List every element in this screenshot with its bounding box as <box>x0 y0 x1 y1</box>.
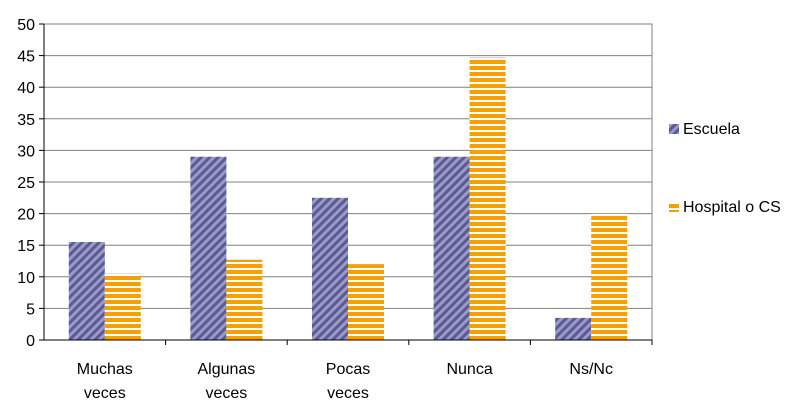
x-axis-labels: Muchas veces Algunas veces Pocas veces Nunca Ns… <box>77 340 653 402</box>
gridlines <box>44 55 652 309</box>
bar-hospital-o-cs-2 <box>348 264 384 340</box>
y-tick-label: 50 <box>17 17 35 34</box>
x-category-label: Muchas <box>77 361 133 378</box>
bars <box>68 57 628 340</box>
y-tick-label: 25 <box>17 175 35 192</box>
x-category-label: veces <box>206 385 248 402</box>
x-category-label: Algunas <box>197 361 255 378</box>
bar-escuela-1 <box>190 156 227 340</box>
y-tick-label: 45 <box>17 49 35 66</box>
x-category-label: veces <box>84 385 126 402</box>
y-tick-label: 10 <box>17 270 35 287</box>
y-tick-label: 30 <box>17 143 35 160</box>
x-category-label: Ns/Nc <box>569 361 613 378</box>
bar-escuela-3 <box>433 156 470 340</box>
bar-hospital-o-cs-0 <box>104 273 141 340</box>
y-tick-label: 15 <box>17 238 35 255</box>
y-tick-label: 5 <box>26 301 35 318</box>
legend-label-1: Hospital o CS <box>683 199 781 216</box>
y-tick-label: 20 <box>17 207 35 224</box>
bar-escuela-4 <box>555 317 592 340</box>
legend-label-0: Escuela <box>683 121 740 138</box>
legend: Escuela Hospital o CS <box>669 121 781 216</box>
legend-swatch-1 <box>669 202 679 212</box>
legend-swatch-0 <box>669 124 679 134</box>
y-tick-label: 0 <box>26 333 35 350</box>
y-tick-label: 40 <box>17 80 35 97</box>
x-category-label: Pocas <box>326 361 370 378</box>
bar-escuela-2 <box>312 197 348 340</box>
y-axis-ticks: 0 5 10 15 20 25 30 35 40 45 50 <box>17 17 44 350</box>
x-category-label: Nunca <box>446 361 492 378</box>
x-category-label: veces <box>327 385 369 402</box>
bar-escuela-0 <box>68 242 105 340</box>
bar-hospital-o-cs-4 <box>591 213 628 340</box>
bar-hospital-o-cs-3 <box>469 57 506 340</box>
y-tick-label: 35 <box>17 112 35 129</box>
bar-hospital-o-cs-1 <box>226 259 263 340</box>
